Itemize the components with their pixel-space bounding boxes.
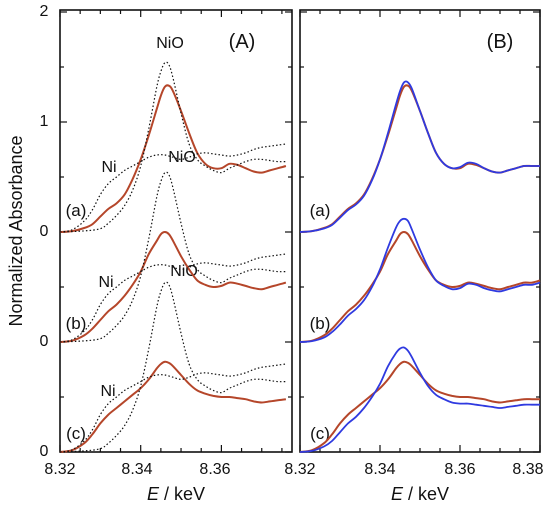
fit-curve-b — [299, 217, 541, 343]
curve-label-b-c: (c) — [310, 424, 330, 443]
annotation-ni-a: Ni — [101, 159, 116, 176]
sample-curve-c — [59, 360, 287, 453]
y-tick-label-1: 1 — [40, 113, 49, 130]
y-tick-label-0-b: 0 — [40, 333, 49, 350]
nio-reference-curve-b — [59, 171, 286, 343]
ni-reference-curve-a — [59, 143, 286, 233]
annotation-ni-b: Ni — [98, 274, 113, 291]
y-tick-label-2: 2 — [40, 3, 49, 20]
annotation-nio-a: NiO — [156, 35, 184, 52]
panel-b-frame — [299, 9, 541, 453]
x-tick-label-a-1: 8.34 — [121, 461, 152, 478]
panel-a-frame — [59, 9, 293, 453]
x-tick-label-b-1: 8.34 — [364, 461, 395, 478]
panel-b-label: (B) — [487, 31, 514, 53]
fit-curve-c — [299, 346, 540, 453]
sample-curve-b — [59, 230, 287, 343]
curve-label-b-a: (a) — [310, 201, 331, 220]
x-axis-title-b-symbol: E — [391, 484, 404, 504]
annotation-nio-b: NiO — [168, 149, 196, 166]
x-axis-title-b-unit: / keV — [403, 484, 449, 504]
sample-curve-a — [59, 84, 287, 233]
annotation-nio-c: NiO — [170, 263, 198, 280]
x-axis-title-a: E / keV — [147, 484, 205, 504]
x-tick-label-b-2: 8.36 — [444, 461, 475, 478]
sample-curve-c — [299, 360, 540, 453]
y-tick-label-0-c: 0 — [40, 443, 49, 460]
panel-a-label: (A) — [229, 31, 256, 53]
ni-reference-curve-c — [59, 363, 286, 453]
x-tick-label-b-0: 8.32 — [284, 461, 315, 478]
curve-label-b-b: (b) — [310, 314, 331, 333]
x-tick-label-a-2: 8.36 — [199, 461, 230, 478]
curve-label-a-a: (a) — [66, 201, 87, 220]
nio-reference-curve-a — [59, 61, 286, 233]
x-axis-title-a-symbol: E — [147, 484, 160, 504]
y-axis-title: Normalized Absorbance — [6, 135, 26, 326]
annotation-ni-c: Ni — [100, 383, 115, 400]
sample-curve-b — [299, 230, 541, 343]
x-axis-title-a-unit: / keV — [159, 484, 205, 504]
y-tick-label-0-a: 0 — [40, 223, 49, 240]
nio-reference-curve-c — [59, 281, 286, 453]
ni-reference-curve-b — [59, 253, 286, 343]
curve-label-a-b: (b) — [66, 314, 87, 333]
sample-curve-a — [299, 84, 540, 233]
fit-curve-a — [299, 80, 540, 233]
x-tick-label-b-3: 8.38 — [512, 461, 543, 478]
x-tick-label-a-0: 8.32 — [44, 461, 75, 478]
x-axis-title-b: E / keV — [391, 484, 449, 504]
curve-label-a-c: (c) — [66, 424, 86, 443]
